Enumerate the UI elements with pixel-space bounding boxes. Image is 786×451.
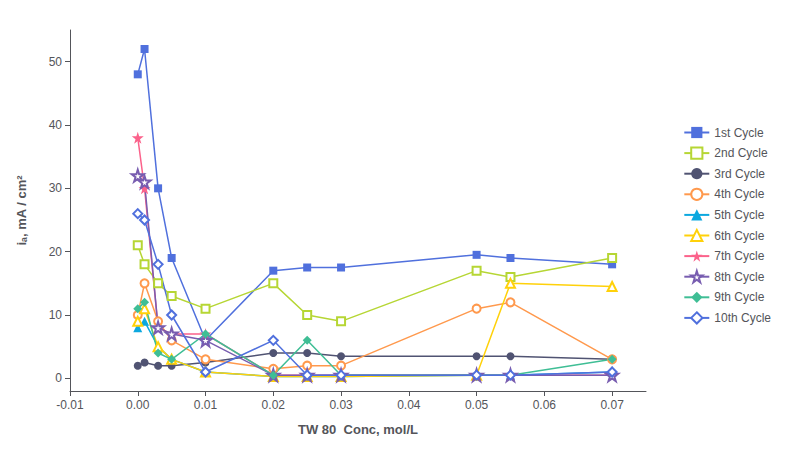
svg-text:9th Cycle: 9th Cycle [714, 290, 764, 304]
svg-text:10: 10 [49, 308, 63, 322]
svg-text:0.06: 0.06 [533, 398, 557, 412]
svg-text:0.01: 0.01 [194, 398, 218, 412]
svg-text:-0.01: -0.01 [56, 398, 84, 412]
svg-text:6th Cycle: 6th Cycle [714, 229, 764, 243]
svg-text:4th Cycle: 4th Cycle [714, 187, 764, 201]
svg-text:40: 40 [49, 118, 63, 132]
svg-text:5th Cycle: 5th Cycle [714, 208, 764, 222]
svg-text:0.04: 0.04 [397, 398, 421, 412]
svg-text:1st Cycle: 1st Cycle [714, 126, 764, 140]
svg-text:50: 50 [49, 55, 63, 69]
svg-text:20: 20 [49, 245, 63, 259]
svg-text:0.05: 0.05 [465, 398, 489, 412]
svg-text:8th Cycle: 8th Cycle [714, 270, 764, 284]
svg-text:10th Cycle: 10th Cycle [714, 311, 771, 325]
svg-text:0.02: 0.02 [262, 398, 286, 412]
svg-text:0.03: 0.03 [329, 398, 353, 412]
svg-text:30: 30 [49, 181, 63, 195]
svg-text:0: 0 [55, 371, 62, 385]
svg-text:2nd Cycle: 2nd Cycle [714, 146, 768, 160]
svg-text:TW 80 Conc, mol/L: TW 80 Conc, mol/L [298, 422, 418, 437]
svg-text:iₐ, mA / cm²: iₐ, mA / cm² [14, 175, 29, 246]
svg-text:7th Cycle: 7th Cycle [714, 249, 764, 263]
svg-text:3rd Cycle: 3rd Cycle [714, 167, 765, 181]
svg-text:0.07: 0.07 [600, 398, 624, 412]
svg-text:0.00: 0.00 [126, 398, 150, 412]
